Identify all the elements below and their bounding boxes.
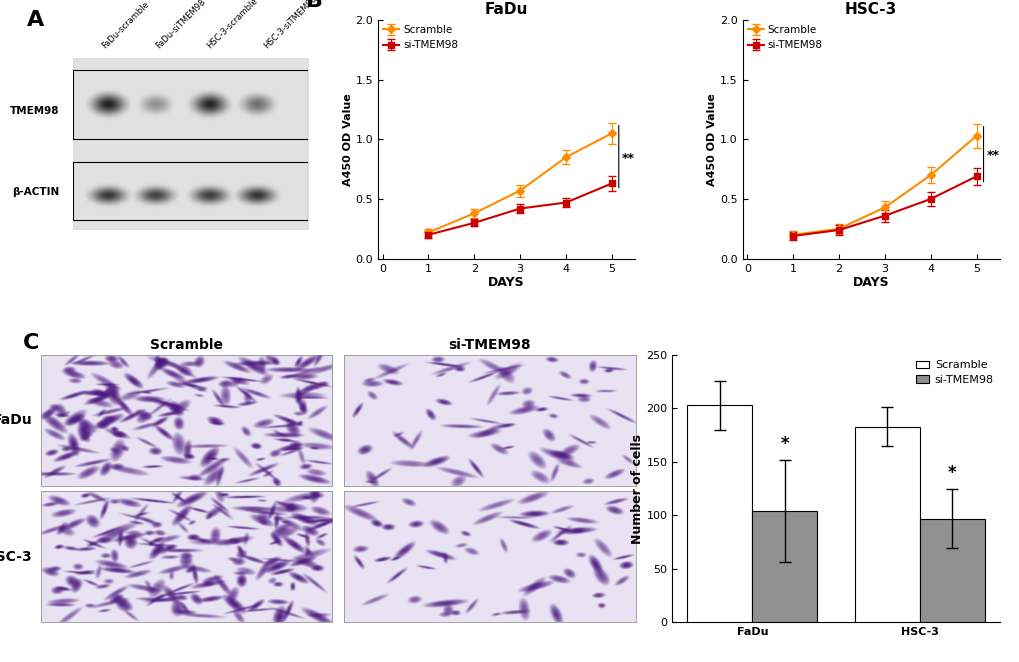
Text: β-ACTIN: β-ACTIN: [12, 187, 60, 197]
Text: FaDu-siTMEM98: FaDu-siTMEM98: [154, 0, 207, 51]
Text: **: **: [985, 150, 999, 162]
Text: HSC-3-siTMEM98: HSC-3-siTMEM98: [262, 0, 319, 51]
Text: HSC-3-scramble: HSC-3-scramble: [206, 0, 260, 51]
Text: A: A: [28, 11, 45, 30]
Title: si-TMEM98: si-TMEM98: [448, 338, 531, 352]
Bar: [752, 511, 816, 622]
Text: B: B: [306, 0, 323, 11]
Legend: Scramble, si-TMEM98: Scramble, si-TMEM98: [383, 25, 458, 50]
Text: **: **: [622, 152, 635, 165]
Text: FaDu-scramble: FaDu-scramble: [100, 0, 151, 51]
Title: Scramble: Scramble: [150, 338, 223, 352]
Legend: Scramble, si-TMEM98: Scramble, si-TMEM98: [747, 25, 822, 50]
X-axis label: DAYS: DAYS: [852, 276, 889, 289]
Text: C: C: [23, 334, 40, 354]
Y-axis label: FaDu: FaDu: [0, 413, 33, 428]
Text: *: *: [780, 435, 789, 453]
Title: FaDu: FaDu: [484, 2, 528, 17]
Y-axis label: A450 OD Value: A450 OD Value: [342, 93, 353, 185]
Title: HSC-3: HSC-3: [844, 2, 897, 17]
Bar: [854, 426, 919, 622]
Text: TMEM98: TMEM98: [10, 106, 60, 116]
Y-axis label: A450 OD Value: A450 OD Value: [706, 93, 716, 185]
Bar: [687, 405, 752, 622]
Legend: Scramble, si-TMEM98: Scramble, si-TMEM98: [915, 360, 994, 385]
Y-axis label: HSC-3: HSC-3: [0, 549, 33, 564]
X-axis label: DAYS: DAYS: [488, 276, 524, 289]
Bar: [919, 518, 983, 622]
Y-axis label: Number of cells: Number of cells: [630, 434, 643, 544]
Text: *: *: [947, 464, 956, 482]
